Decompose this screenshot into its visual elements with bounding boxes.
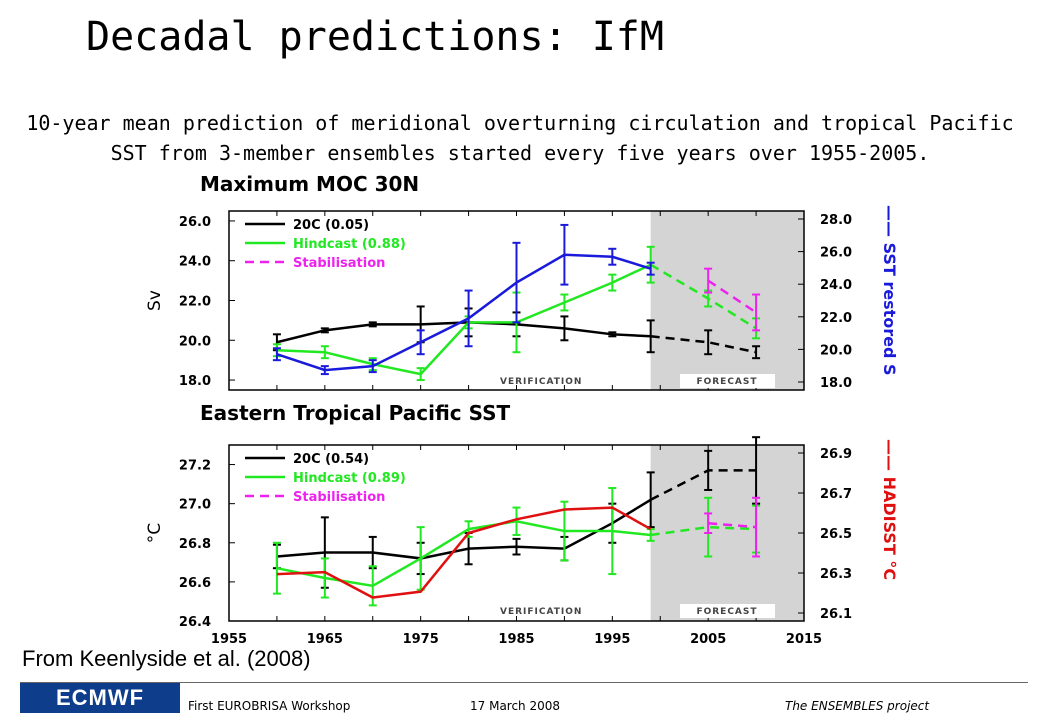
- panel1-forecast-label-box: [680, 374, 775, 388]
- panel1-y-axis-label: Sv: [145, 290, 165, 311]
- panel1-right-ytick-label: 18.0: [820, 376, 852, 391]
- panel2-ytick-label: 27.0: [179, 498, 211, 513]
- panel2-right-series-label: —— HADISST °C: [880, 439, 899, 580]
- panel2-xtick-label: 2015: [786, 632, 822, 647]
- panel2-legend-label: Stabilisation: [293, 490, 385, 505]
- slide-subtitle: 10-year mean prediction of meridional ov…: [26, 111, 1014, 165]
- panel2-legend-label: Hindcast (0.89): [293, 471, 406, 486]
- footer-date: 17 March 2008: [470, 699, 561, 713]
- panel2-right-ytick-label: 26.5: [820, 527, 852, 542]
- panel1-ytick-label: 20.0: [179, 334, 211, 349]
- panel2-ytick-label: 26.4: [179, 615, 211, 630]
- panel1-right-series-label: —— SST restored S: [880, 205, 899, 376]
- panel2-forecast-shading: [650, 445, 804, 621]
- panel2-xtick-label: 1995: [594, 632, 630, 647]
- panel1-series-4-line: [707, 279, 757, 314]
- panel1-right-ytick-label: 26.0: [820, 246, 852, 261]
- panel1-right-ytick-label: 24.0: [820, 278, 852, 293]
- panel1-series-1-line: [650, 335, 757, 354]
- panel2-ytick-label: 27.2: [179, 459, 211, 474]
- panel2-xtick-label: 2005: [690, 632, 726, 647]
- panel2-y-axis-label: °C: [145, 523, 165, 543]
- panel2-right-ytick-label: 26.7: [820, 487, 852, 502]
- panel2-forecast-label-box: [680, 604, 775, 618]
- panel2-legend-label: 20C (0.54): [293, 452, 369, 467]
- panel1-legend-label: 20C (0.05): [293, 218, 369, 233]
- panel1-right-ytick-label: 22.0: [820, 311, 852, 326]
- panel2-xtick-label: 1955: [211, 632, 247, 647]
- panel1-right-ytick-label: 28.0: [820, 213, 852, 228]
- panel1-right-ytick-label: 20.0: [820, 343, 852, 358]
- panel1-ytick-label: 24.0: [179, 255, 211, 270]
- panel2-chart-title: Eastern Tropical Pacific SST: [200, 401, 511, 425]
- footer-project: The ENSEMBLES project: [785, 699, 930, 713]
- panel2-xtick-label: 1965: [307, 632, 343, 647]
- panel1-verification-label: VERIFICATION: [500, 377, 582, 387]
- panel2-forecast-label: FORECAST: [696, 607, 757, 617]
- panel2-series-3-line: [650, 525, 757, 537]
- panel1-ytick-label: 26.0: [179, 215, 211, 230]
- slide-title: Decadal predictions: IfM: [86, 14, 664, 60]
- panel2-xtick-label: 1985: [498, 632, 534, 647]
- panel2-right-ytick-label: 26.9: [820, 447, 852, 462]
- panel1-series-0-line: [276, 321, 651, 344]
- citation: From Keenlyside et al. (2008): [22, 646, 311, 671]
- panel1-series-5-line: [276, 253, 652, 372]
- panel2-ytick-label: 26.6: [179, 576, 211, 591]
- panel2-series-4-line: [708, 521, 757, 529]
- logo-text: ECMWF: [55, 685, 145, 710]
- panel1-chart-title: Maximum MOC 30N: [200, 172, 419, 196]
- panel2-series-5-line: [276, 506, 652, 599]
- panel2-right-ytick-label: 26.3: [820, 567, 852, 582]
- panel1-forecast-shading: [650, 211, 804, 390]
- panel1-ytick-label: 18.0: [179, 374, 211, 389]
- panel1-ytick-label: 22.0: [179, 295, 211, 310]
- panel2-xtick-label: 1975: [403, 632, 439, 647]
- footer-workshop: First EUROBRISA Workshop: [188, 699, 351, 713]
- panel2-right-ytick-label: 26.1: [820, 607, 852, 622]
- panel1-legend-label: Stabilisation: [293, 256, 385, 271]
- footer: ECMWF First EUROBRISA Workshop 17 March …: [20, 682, 1028, 713]
- panel1-forecast-label: FORECAST: [696, 377, 757, 387]
- panel2-verification-label: VERIFICATION: [500, 607, 582, 617]
- ecmwf-logo: ECMWF: [20, 683, 180, 713]
- panel2-ytick-label: 26.8: [179, 537, 211, 552]
- panel1-legend-label: Hindcast (0.88): [293, 237, 406, 252]
